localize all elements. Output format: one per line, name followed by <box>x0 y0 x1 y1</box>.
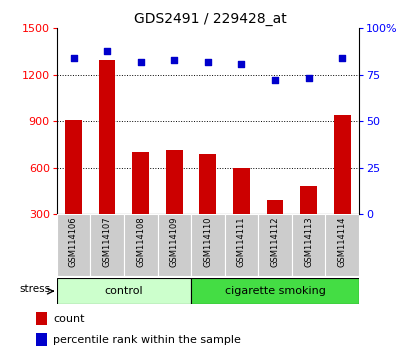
Bar <box>267 200 284 261</box>
Text: GSM114108: GSM114108 <box>136 217 145 267</box>
Text: stress: stress <box>19 284 50 295</box>
Bar <box>65 120 82 261</box>
Point <box>305 76 312 81</box>
Text: count: count <box>53 314 85 324</box>
Point <box>171 57 178 63</box>
Bar <box>158 214 191 276</box>
Point <box>339 55 346 61</box>
Bar <box>326 214 359 276</box>
Bar <box>225 214 258 276</box>
Point <box>70 55 77 61</box>
Point <box>104 48 110 53</box>
Bar <box>36 312 47 325</box>
Text: percentile rank within the sample: percentile rank within the sample <box>53 335 241 345</box>
Point <box>205 59 211 65</box>
Bar <box>57 214 90 276</box>
Text: GSM114107: GSM114107 <box>102 217 112 267</box>
Bar <box>334 115 351 261</box>
Text: GSM114106: GSM114106 <box>69 217 78 267</box>
Bar <box>191 278 359 304</box>
Bar <box>57 278 191 304</box>
Bar <box>90 214 124 276</box>
Bar <box>124 214 158 276</box>
Text: GSM114109: GSM114109 <box>170 217 179 267</box>
Bar <box>200 154 216 261</box>
Text: GDS2491 / 229428_at: GDS2491 / 229428_at <box>134 12 286 27</box>
Text: GSM114110: GSM114110 <box>203 217 213 267</box>
Bar <box>300 186 317 261</box>
Bar <box>258 214 292 276</box>
Point <box>137 59 144 65</box>
Point <box>272 78 278 83</box>
Text: GSM114113: GSM114113 <box>304 217 313 267</box>
Text: GSM114114: GSM114114 <box>338 217 347 267</box>
Text: GSM114111: GSM114111 <box>237 217 246 267</box>
Bar <box>132 152 149 261</box>
Point <box>238 61 245 67</box>
Bar <box>99 60 116 261</box>
Text: cigarette smoking: cigarette smoking <box>225 286 326 296</box>
Text: control: control <box>105 286 143 296</box>
Bar <box>166 150 183 261</box>
Text: GSM114112: GSM114112 <box>270 217 280 267</box>
Bar <box>36 333 47 346</box>
Bar <box>191 214 225 276</box>
Bar <box>292 214 326 276</box>
Bar <box>233 168 250 261</box>
